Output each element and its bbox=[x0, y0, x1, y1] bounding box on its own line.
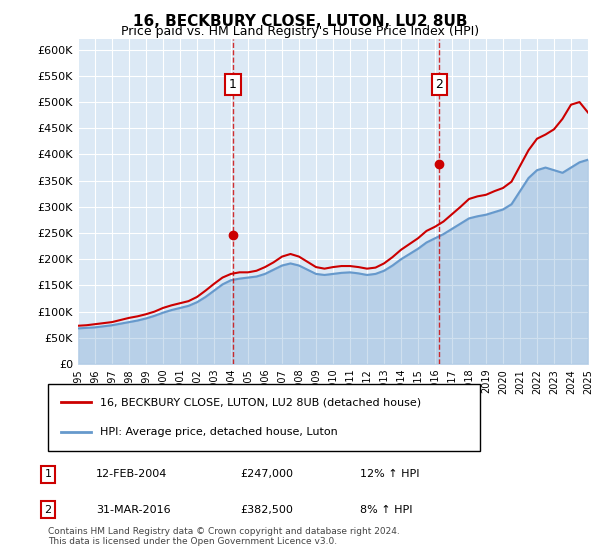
Text: 1: 1 bbox=[229, 78, 237, 91]
Text: 2: 2 bbox=[44, 505, 52, 515]
Text: 31-MAR-2016: 31-MAR-2016 bbox=[96, 505, 170, 515]
Text: 12% ↑ HPI: 12% ↑ HPI bbox=[360, 469, 419, 479]
Text: Contains HM Land Registry data © Crown copyright and database right 2024.
This d: Contains HM Land Registry data © Crown c… bbox=[48, 526, 400, 546]
Text: £382,500: £382,500 bbox=[240, 505, 293, 515]
Text: 16, BECKBURY CLOSE, LUTON, LU2 8UB: 16, BECKBURY CLOSE, LUTON, LU2 8UB bbox=[133, 14, 467, 29]
Text: 16, BECKBURY CLOSE, LUTON, LU2 8UB (detached house): 16, BECKBURY CLOSE, LUTON, LU2 8UB (deta… bbox=[100, 398, 421, 408]
FancyBboxPatch shape bbox=[48, 384, 480, 451]
Text: 12-FEB-2004: 12-FEB-2004 bbox=[96, 469, 167, 479]
Text: HPI: Average price, detached house, Luton: HPI: Average price, detached house, Luto… bbox=[100, 427, 338, 437]
Text: 2: 2 bbox=[436, 78, 443, 91]
Text: 8% ↑ HPI: 8% ↑ HPI bbox=[360, 505, 413, 515]
Text: Price paid vs. HM Land Registry's House Price Index (HPI): Price paid vs. HM Land Registry's House … bbox=[121, 25, 479, 38]
Text: 1: 1 bbox=[44, 469, 52, 479]
Text: £247,000: £247,000 bbox=[240, 469, 293, 479]
